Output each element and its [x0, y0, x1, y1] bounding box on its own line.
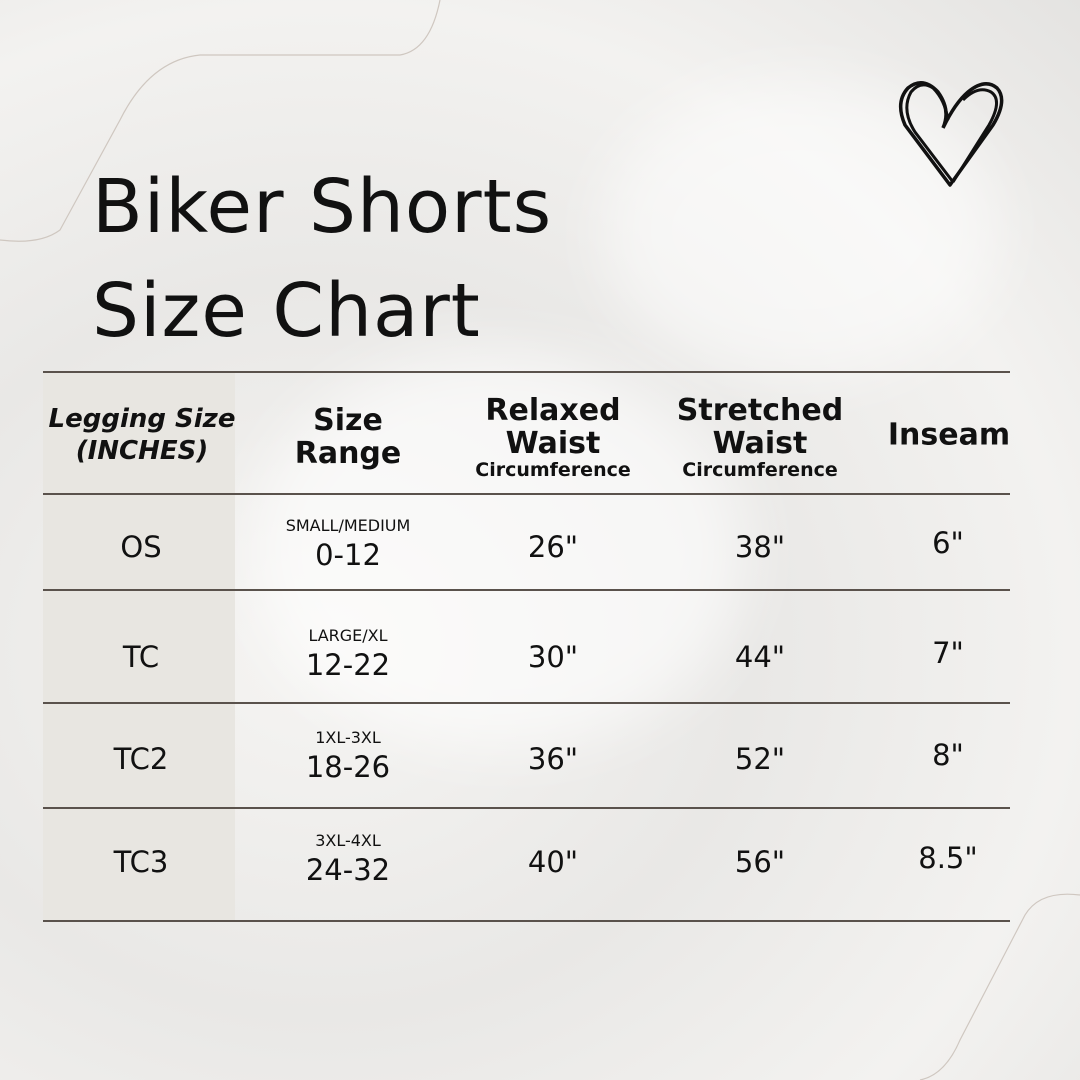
size-code: TC3 [113, 845, 169, 879]
cell-stretched-waist: 44" [735, 640, 785, 674]
cell-relaxed-waist: 36" [528, 742, 578, 776]
range-value: 24-32 [305, 853, 391, 887]
header-line: Stretched [676, 393, 844, 428]
divider [43, 807, 1010, 809]
stretched-waist-value: 52" [734, 742, 786, 776]
divider [43, 493, 1010, 495]
cell-relaxed-waist: 26" [528, 530, 578, 564]
header-line: (INCHES) [75, 436, 209, 466]
header-line: Relaxed [485, 393, 621, 428]
title-line-2: Size Chart [92, 268, 481, 354]
heart-icon [898, 81, 1004, 187]
divider [43, 371, 1010, 373]
header-size-range: Size Range [295, 404, 402, 470]
header-sub: Circumference [682, 459, 838, 481]
header-relaxed-waist: Relaxed Waist Circumference [475, 394, 631, 480]
cell-inseam: 8.5" [918, 841, 977, 875]
cell-size-range: LARGE/XL 12-22 [306, 625, 390, 683]
relaxed-waist-value: 26" [527, 530, 579, 564]
first-column-background [43, 371, 235, 920]
range-label: 1XL-3XL [315, 728, 381, 747]
cell-inseam: 6" [932, 526, 964, 560]
header-line: Legging Size [48, 404, 236, 434]
header-line: Waist [505, 426, 601, 461]
header-legging-size: Legging Size (INCHES) [49, 403, 236, 467]
stretched-waist-value: 44" [734, 640, 786, 674]
cell-size: OS [120, 530, 161, 564]
divider [43, 702, 1010, 704]
cell-relaxed-waist: 40" [528, 845, 578, 879]
cell-stretched-waist: 52" [735, 742, 785, 776]
header-sub: Circumference [475, 459, 631, 481]
size-code: TC2 [113, 742, 169, 776]
range-label: 3XL-4XL [315, 831, 381, 850]
header-line: Size [313, 403, 383, 438]
header-inseam: Inseam [888, 419, 1010, 452]
divider [43, 920, 1010, 922]
inseam-value: 8" [932, 738, 964, 772]
stretched-waist-value: 56" [734, 845, 786, 879]
cell-size-range: 1XL-3XL 18-26 [306, 727, 390, 785]
cell-size: TC3 [114, 845, 169, 879]
relaxed-waist-value: 40" [527, 845, 579, 879]
header-stretched-waist: Stretched Waist Circumference [677, 394, 843, 480]
background-sheen [250, 350, 750, 750]
size-code: TC [122, 640, 160, 674]
stretched-waist-value: 38" [734, 530, 786, 564]
relaxed-waist-value: 30" [527, 640, 579, 674]
cell-inseam: 7" [932, 636, 964, 670]
cell-relaxed-waist: 30" [528, 640, 578, 674]
header-line: Range [294, 436, 402, 471]
range-label: SMALL/MEDIUM [285, 516, 411, 535]
inseam-value: 8.5" [918, 841, 978, 875]
size-chart-table: Legging Size (INCHES) Size Range Relaxed… [43, 371, 1010, 922]
size-code: OS [120, 530, 162, 564]
range-value: 18-26 [305, 750, 391, 784]
title-line-1: Biker Shorts [92, 164, 553, 250]
cell-size-range: SMALL/MEDIUM 0-12 [286, 515, 411, 573]
cell-stretched-waist: 38" [735, 530, 785, 564]
relaxed-waist-value: 36" [527, 742, 579, 776]
range-value: 12-22 [305, 648, 391, 682]
range-label: LARGE/XL [308, 626, 388, 645]
inseam-value: 6" [932, 526, 964, 560]
page-title: Biker Shorts Size Chart [92, 155, 552, 363]
cell-size: TC2 [114, 742, 169, 776]
cell-size-range: 3XL-4XL 24-32 [306, 830, 390, 888]
cell-stretched-waist: 56" [735, 845, 785, 879]
inseam-value: 7" [932, 636, 964, 670]
background-sheen [600, 80, 1000, 380]
header-line: Inseam [887, 417, 1011, 453]
divider [43, 589, 1010, 591]
cell-inseam: 8" [932, 738, 964, 772]
header-line: Waist [712, 426, 808, 461]
range-value: 0-12 [315, 538, 381, 572]
cell-size: TC [123, 640, 159, 674]
